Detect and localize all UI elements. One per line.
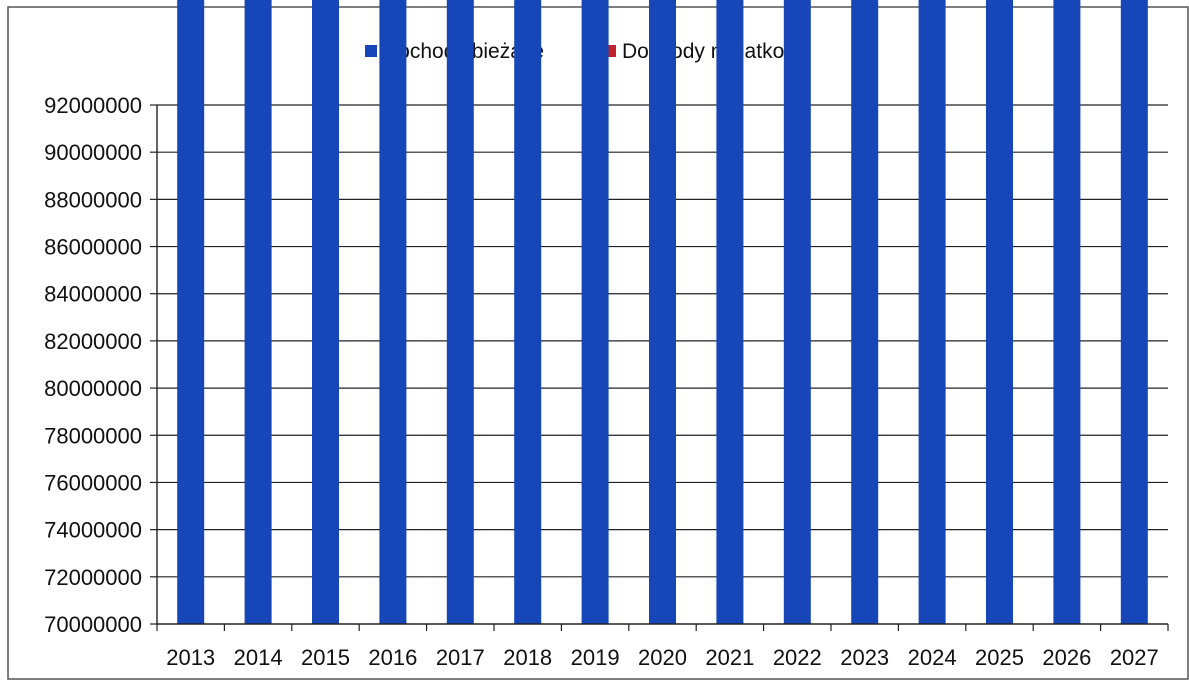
bar-dochody-biezace-2023: [851, 0, 879, 624]
axes: [156, 105, 1169, 631]
y-tick-label: 76000000: [44, 470, 142, 495]
bar-dochody-biezace-2024: [918, 0, 946, 624]
bar-dochody-biezace-2018: [514, 0, 542, 624]
legend-swatch: [365, 45, 377, 57]
x-tick-label: 2019: [571, 645, 620, 670]
y-tick-label: 90000000: [44, 140, 142, 165]
y-tick-label: 88000000: [44, 187, 142, 212]
y-tick-label: 74000000: [44, 518, 142, 543]
y-tick-label: 80000000: [44, 376, 142, 401]
bar-dochody-biezace-2021: [716, 0, 744, 624]
bar-dochody-biezace-2016: [379, 0, 407, 624]
bars: [177, 0, 1148, 624]
y-tick-label: 86000000: [44, 235, 142, 260]
bar-dochody-biezace-2022: [783, 0, 811, 624]
y-tick-label: 70000000: [44, 612, 142, 637]
bar-dochody-biezace-2014: [244, 0, 272, 624]
bar-dochody-biezace-2017: [446, 0, 474, 624]
x-tick-label: 2015: [301, 645, 350, 670]
x-tick-label: 2016: [368, 645, 417, 670]
y-tick-label: 72000000: [44, 565, 142, 590]
bar-dochody-biezace-2025: [986, 0, 1013, 624]
x-tick-label: 2017: [436, 645, 485, 670]
x-tick-label: 2020: [638, 645, 687, 670]
bar-dochody-biezace-2026: [1053, 0, 1081, 624]
y-tick-label: 82000000: [44, 329, 142, 354]
x-tick-label: 2018: [503, 645, 552, 670]
x-tick-label: 2014: [234, 645, 283, 670]
bar-dochody-biezace-2013: [177, 0, 205, 624]
bar-dochody-biezace-2019: [581, 0, 609, 624]
x-tick-label: 2026: [1042, 645, 1091, 670]
x-tick-labels: 2013 2014 2015 2016 2017 2018 2019 2020 2021 2022…: [166, 645, 1159, 670]
bar-dochody-biezace-2020: [649, 0, 676, 624]
x-tick-label: 2021: [705, 645, 754, 670]
y-tick-label: 84000000: [44, 282, 142, 307]
x-tick-label: 2024: [908, 645, 957, 670]
y-tick-label: 92000000: [44, 93, 142, 118]
x-tick-label: 2022: [773, 645, 822, 670]
x-tick-label: 2013: [166, 645, 215, 670]
x-tick-label: 2025: [975, 645, 1024, 670]
y-tick-labels: 70000000 72000000 74000000 76000000 78000000…: [44, 93, 142, 637]
x-tick-label: 2023: [840, 645, 889, 670]
bar-dochody-biezace-2015: [312, 0, 339, 624]
x-tick-label: 2027: [1110, 645, 1159, 670]
bar-dochody-biezace-2027: [1120, 0, 1148, 624]
y-tick-label: 78000000: [44, 423, 142, 448]
